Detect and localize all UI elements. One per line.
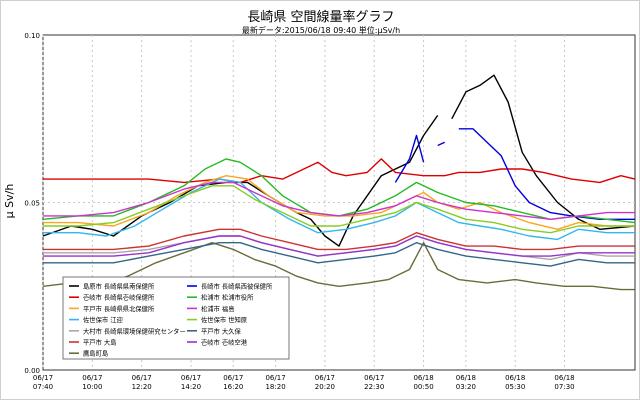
x-tick-date-3: 06/17 — [181, 374, 201, 382]
legend-label-5: 平戸市 大島 — [83, 338, 117, 347]
series-line-12 — [43, 235, 635, 257]
series-line-9 — [43, 181, 635, 220]
x-tick-time-10: 05:30 — [505, 383, 525, 391]
axis-labels: 06/1707:4006/1710:0006/1712:2006/1714:20… — [24, 32, 574, 391]
legend-label-9: 松浦市 福島 — [201, 304, 235, 313]
x-tick-date-1: 06/17 — [82, 374, 102, 382]
x-tick-date-5: 06/17 — [265, 374, 285, 382]
series-line-1 — [43, 158, 636, 184]
series-line-5 — [43, 228, 635, 251]
legend-label-1: 壱岐市 長崎県壱岐保健所 — [83, 293, 155, 302]
x-tick-date-2: 06/17 — [132, 374, 152, 382]
y-tick-0: 0.00 — [24, 367, 40, 375]
series-line-11 — [43, 242, 635, 267]
legend-label-11: 平戸市 大久保 — [201, 326, 241, 335]
x-tick-date-9: 06/18 — [456, 374, 476, 382]
x-tick-time-2: 12:20 — [132, 383, 152, 391]
series-line-3 — [43, 178, 635, 241]
x-tick-time-7: 22:30 — [364, 383, 384, 391]
legend-label-10: 佐世保市 世知原 — [201, 315, 247, 324]
legend-label-3: 佐世保市 江迎 — [83, 315, 123, 324]
x-tick-time-5: 18:20 — [265, 383, 285, 391]
legend-label-6: 鷹島町島 — [83, 349, 108, 358]
x-tick-date-10: 06/18 — [505, 374, 525, 382]
series-line-6 — [42, 242, 635, 291]
legend-label-8: 松浦市 松浦市役所 — [201, 293, 254, 302]
x-tick-date-6: 06/17 — [315, 374, 335, 382]
x-tick-time-11: 07:30 — [554, 383, 574, 391]
legend-label-0: 島原市 長崎県県南保健所 — [83, 282, 155, 291]
series-line-7 — [394, 128, 635, 220]
x-tick-date-8: 06/18 — [413, 374, 433, 382]
x-tick-date-4: 06/17 — [223, 374, 243, 382]
x-tick-time-9: 03:20 — [456, 383, 476, 391]
x-tick-time-8: 00:50 — [413, 383, 433, 391]
y-tick-2: 0.10 — [24, 32, 40, 40]
x-tick-date-11: 06/18 — [554, 374, 574, 382]
series-layer — [42, 74, 636, 291]
grid-lines — [42, 35, 635, 370]
x-tick-time-1: 10:00 — [82, 383, 102, 391]
legend-label-4: 大村市 長崎県環境保健研究センター — [83, 326, 186, 335]
y-axis-label: μ Sv/h — [3, 184, 16, 219]
x-tick-time-6: 20:20 — [315, 383, 335, 391]
chart-subtitle: 最新データ:2015/06/18 09:40 単位:μSv/h — [242, 25, 400, 35]
x-tick-time-3: 14:20 — [181, 383, 201, 391]
x-tick-date-7: 06/17 — [364, 374, 384, 382]
x-tick-time-0: 07:40 — [33, 383, 53, 391]
x-tick-time-4: 16:20 — [223, 383, 243, 391]
legend-label-12: 壱岐市 壱岐空港 — [201, 338, 248, 347]
series-line-10 — [43, 185, 635, 234]
legend-label-2: 平戸市 長崎県県北保健所 — [83, 304, 155, 313]
legend-label-7: 長崎市 長崎県西彼保健所 — [201, 282, 273, 291]
legend-box — [62, 276, 290, 360]
x-tick-date-0: 06/17 — [33, 374, 53, 382]
series-line-2 — [43, 175, 635, 230]
chart-title: 長崎県 空間線量率グラフ — [247, 9, 394, 25]
y-tick-1: 0.05 — [24, 200, 40, 208]
